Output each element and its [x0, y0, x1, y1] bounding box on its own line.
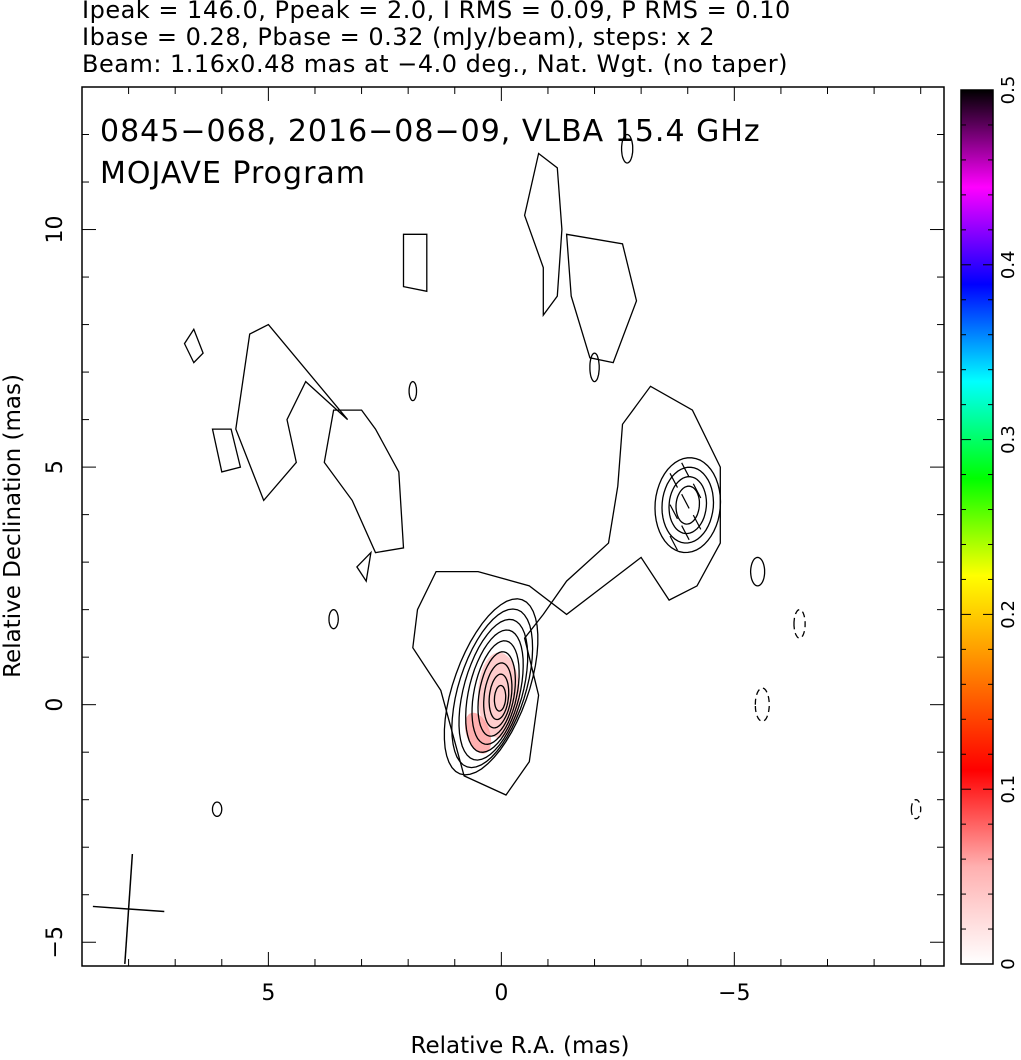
colorbar-tick-label: 0.3: [998, 425, 1019, 454]
x-tick-label: 0: [494, 981, 508, 1006]
diffuse-contour: [356, 550, 372, 583]
header-peak-rms: Ipeak = 146.0, Ppeak = 2.0, I RMS = 0.09…: [82, 0, 791, 24]
evpa-tick: [692, 514, 702, 530]
isolated-contour: [328, 608, 339, 630]
core-contour: [443, 598, 539, 776]
colorbar: [960, 89, 994, 965]
isolated-contour: [408, 380, 418, 402]
evpa-tick: [681, 493, 690, 509]
header-beam-info: Beam: 1.16x0.48 mas at −4.0 deg., Nat. W…: [82, 50, 788, 78]
evpa-tick: [669, 535, 679, 551]
diffuse-contour: [211, 428, 242, 473]
knot-contour: [675, 485, 701, 525]
polarization-patch: [478, 652, 520, 738]
core-contour: [451, 608, 534, 769]
y-axis-title: Relative Declination (mas): [0, 374, 26, 678]
core-contour: [483, 662, 513, 729]
isolated-contour: [589, 352, 600, 383]
negative-contour: [910, 799, 922, 820]
x-axis-title: Relative R.A. (mas): [411, 1033, 630, 1059]
evpa-tick: [669, 504, 679, 520]
contour-layer: [92, 133, 922, 965]
diffuse-contour: [235, 323, 349, 502]
isolated-contour: [211, 801, 223, 817]
colorbar-tick-label: 0.2: [998, 600, 1019, 629]
evpa-tick: [681, 462, 690, 478]
colorbar-tick-label: 0.4: [998, 250, 1019, 279]
beam-minor-axis: [92, 905, 165, 913]
knot-contour: [661, 466, 715, 544]
core-contour: [488, 673, 510, 721]
diffuse-contour: [402, 233, 428, 293]
knot-contour: [654, 457, 722, 554]
axis-ticks: 5 0 −5 10 5 0 −5: [43, 87, 944, 1006]
diffuse-contour: [183, 327, 204, 364]
diffuse-contour: [323, 409, 405, 554]
evpa-tick: [681, 525, 690, 541]
header-base-levels: Ibase = 0.28, Pbase = 0.32 (mJy/beam), s…: [82, 23, 716, 51]
evpa-tick: [669, 473, 679, 488]
core-contour: [465, 629, 524, 753]
colorbar-tick-label: 0: [998, 958, 1019, 969]
knot-contour: [668, 476, 708, 535]
core-contour: [458, 618, 529, 761]
negative-contour: [754, 687, 770, 722]
y-tick-label: 5: [43, 460, 68, 474]
evpa-tick: [692, 483, 702, 499]
colorbar-ticks: 0 0.1 0.2 0.3 0.4 0.5: [961, 76, 1019, 970]
x-tick-label: −5: [718, 981, 750, 1006]
y-tick-label: −5: [43, 926, 68, 958]
program-annotation: MOJAVE Program: [100, 156, 366, 191]
isolated-contour: [620, 133, 634, 164]
y-tick-label: 0: [43, 698, 68, 712]
isolated-contour: [749, 556, 766, 587]
y-tick-label: 10: [43, 216, 68, 244]
core-contour: [493, 684, 507, 712]
colorbar-tick-label: 0.5: [998, 76, 1019, 105]
negative-contour: [793, 608, 806, 639]
source-annotation: 0845−068, 2016−08−09, VLBA 15.4 GHz: [100, 114, 761, 149]
colorbar-tick-label: 0.1: [998, 775, 1019, 804]
diffuse-contour: [523, 152, 563, 318]
core-contour: [471, 640, 520, 745]
diffuse-contour: [565, 233, 638, 364]
core-contour: [477, 651, 517, 737]
x-tick-label: 5: [261, 981, 275, 1006]
plot-frame: [81, 86, 945, 967]
